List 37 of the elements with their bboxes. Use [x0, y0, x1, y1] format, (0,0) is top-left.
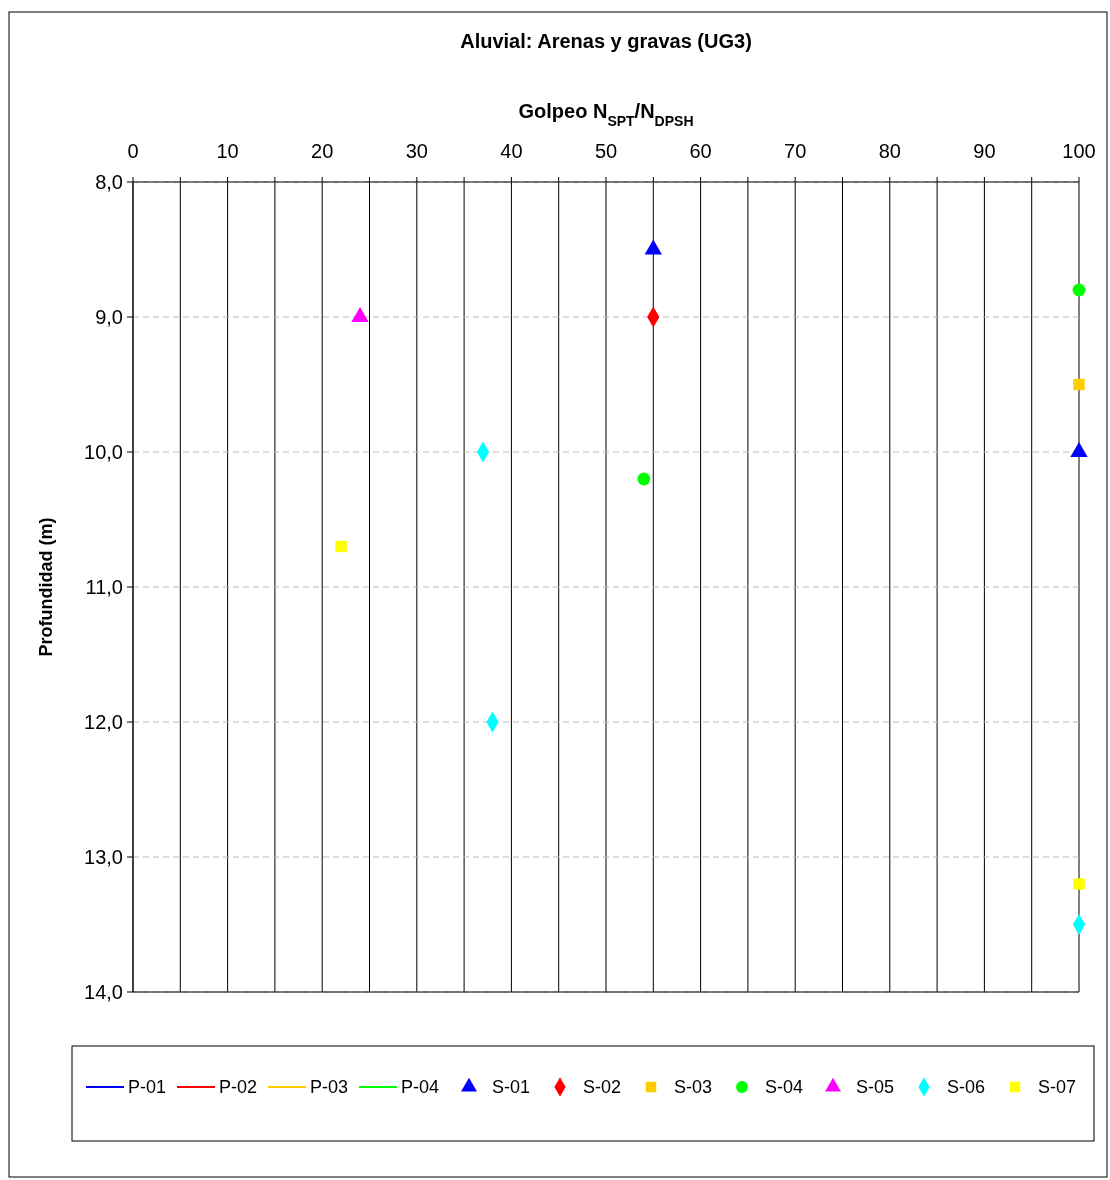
legend-label: S-02 [583, 1077, 622, 1097]
legend-label: S-07 [1038, 1077, 1077, 1097]
y-axis-title: Profundidad (m) [36, 517, 56, 657]
x-tick-label: 100 [1062, 140, 1096, 162]
x-tick-label: 10 [216, 140, 239, 162]
x-tick-label: 20 [311, 140, 334, 162]
legend-label: S-06 [947, 1077, 986, 1097]
legend-label: P-04 [401, 1077, 440, 1097]
x-tick-label: 80 [878, 140, 901, 162]
point [1073, 878, 1085, 890]
x-tick-label: 90 [973, 140, 996, 162]
y-tick-label: 13,0 [84, 846, 123, 868]
x-tick-label: 50 [594, 140, 618, 162]
legend-label: S-04 [765, 1077, 804, 1097]
point [1073, 378, 1085, 391]
x-tick-label: 30 [405, 140, 428, 162]
y-tick-label: 11,0 [85, 576, 123, 598]
legend-label: P-01 [128, 1077, 167, 1097]
legend-label: S-01 [492, 1077, 531, 1097]
x-tick-label: 60 [689, 140, 712, 162]
x-tick-label: 0 [127, 140, 139, 162]
y-tick-label: 9,0 [95, 306, 123, 328]
legend-label: S-05 [856, 1077, 895, 1097]
x-tick-label: 40 [500, 140, 523, 162]
point [637, 472, 651, 486]
legend-label: S-03 [674, 1077, 713, 1097]
y-tick-label: 10,0 [84, 441, 123, 463]
x-tick-label: 70 [784, 140, 807, 162]
x-axis-title: Golpeo N$_{SPT}$/N$_{DPSH}$ [518, 100, 694, 129]
point [1072, 283, 1086, 297]
legend-label: P-03 [310, 1077, 349, 1097]
point [335, 540, 347, 553]
chart-title: Aluvial: Arenas y gravas (UG3) [460, 30, 752, 52]
legend-label: P-02 [219, 1077, 258, 1097]
y-tick-label: 8,0 [95, 171, 123, 193]
y-tick-label: 14,0 [84, 981, 123, 1003]
y-tick-label: 12,0 [84, 711, 123, 733]
